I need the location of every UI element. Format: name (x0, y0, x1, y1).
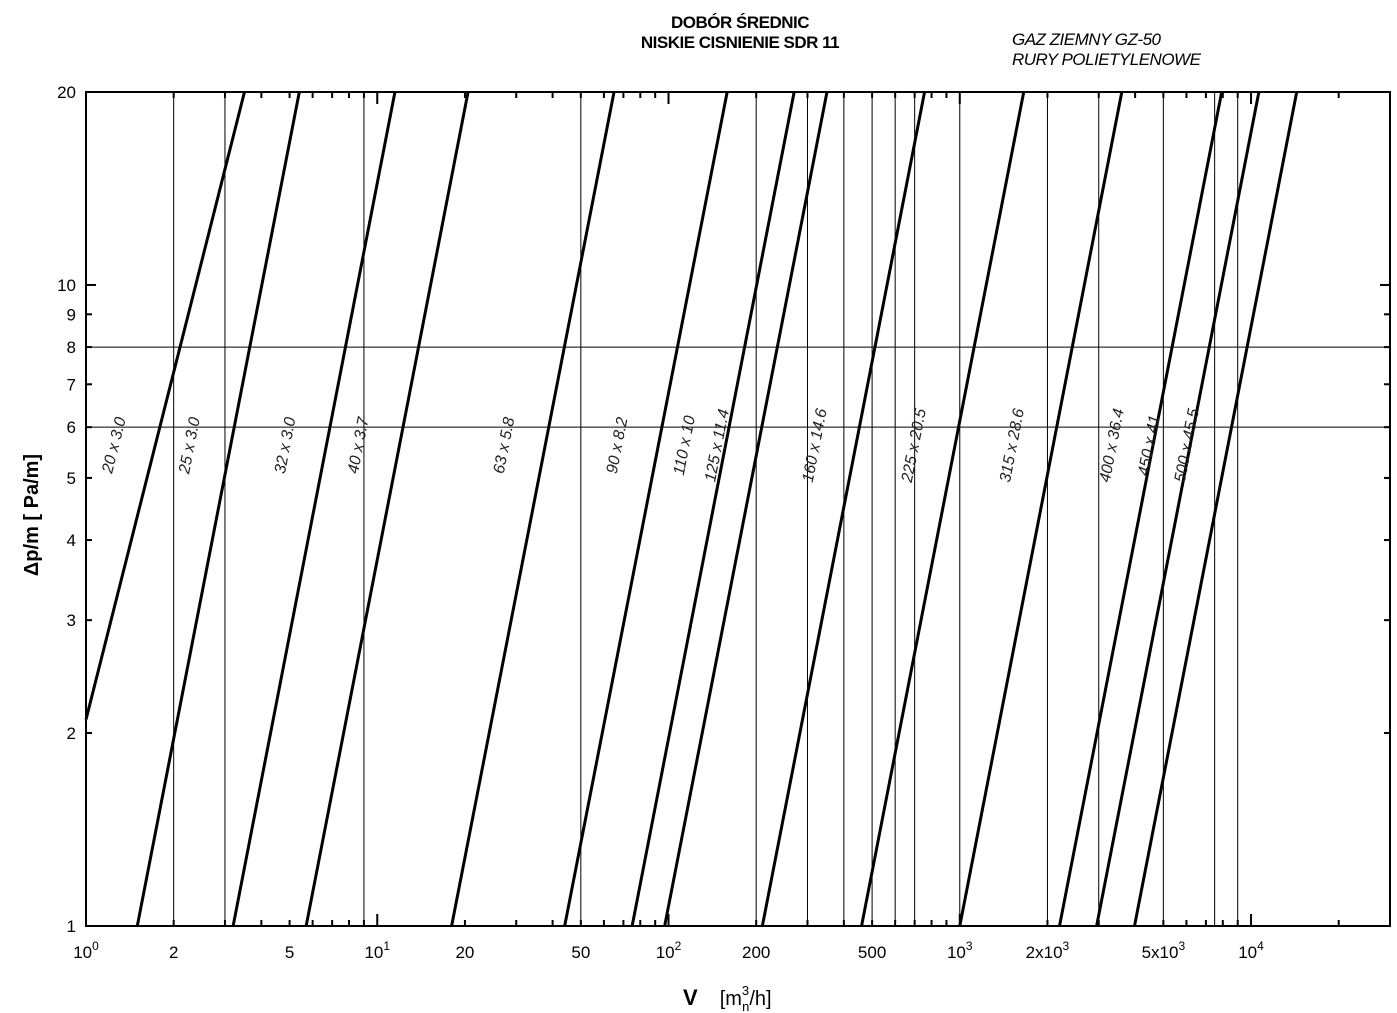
series-label: 25 x 3.0 (176, 416, 204, 476)
series-line (760, 91, 927, 927)
series-label: 63 x 5.8 (491, 416, 519, 475)
series-label: 225 x 20.5 (899, 407, 930, 485)
x-tick-label: 500 (858, 943, 886, 962)
series-label: 315 x 28.6 (997, 407, 1028, 484)
y-tick-label: 7 (67, 375, 76, 394)
chart-title-line-1: DOBÓR ŚREDNIC (670, 13, 810, 32)
y-tick-label: 8 (67, 338, 76, 357)
grid-layer (86, 92, 1390, 926)
series-line (304, 91, 470, 927)
series-line (450, 91, 616, 927)
chart-title-line-2: NISKIE CISNIENIE SDR 11 (640, 33, 840, 52)
chart-subtitle: GAZ ZIEMNY GZ-50 RURY POLIETYLENOWE (1012, 30, 1201, 70)
axes-layer: 1 2 3 4 5 6 7 8 9 10 20 100 2 5 101 20 50 102 200 500 103 2x1… (21, 83, 1391, 1013)
series-label: 125 x 11.4 (702, 408, 733, 484)
series-line (860, 91, 1026, 927)
x-tick-label: 104 (1238, 939, 1264, 962)
series-line (1095, 91, 1261, 927)
series-label: 110 x 10 (671, 414, 699, 476)
x-tick-label: 5 (285, 943, 294, 962)
x-tick-label: 2x103 (1026, 939, 1070, 962)
series-layer (84, 91, 1299, 927)
series-line (663, 91, 829, 927)
series-label: 32 x 3.0 (272, 416, 300, 475)
x-tick-label: 2 (169, 943, 178, 962)
series-line (231, 91, 397, 927)
y-tick-label: 1 (67, 917, 76, 936)
series-line (630, 91, 796, 927)
y-tick-label: 5 (67, 469, 76, 488)
series-label-layer: 20 x 3.0 25 x 3.0 32 x 3.0 40 x 3.7 63 x 5.8… (99, 407, 1203, 485)
plot-frame (85, 91, 1391, 927)
y-axis-label: Δp/m [ Pa/m] (21, 454, 43, 576)
series-line (563, 91, 729, 927)
series-line (84, 91, 246, 720)
series-label: 40 x 3.7 (345, 415, 373, 475)
y-tick-label: 20 (57, 83, 76, 102)
chart-subtitle-line-2: RURY POLIETYLENOWE (1012, 50, 1201, 69)
x-tick-label: 5x103 (1142, 939, 1186, 962)
chart-title: DOBÓR ŚREDNIC NISKIE CISNIENIE SDR 11 (555, 13, 925, 53)
series-label: 500 x 45.5 (1172, 407, 1203, 484)
series-label: 160 x 14.6 (800, 407, 831, 484)
series-line (1058, 91, 1224, 927)
x-tick-label: 50 (571, 943, 590, 962)
series-line (1133, 91, 1299, 927)
y-tick-label: 10 (57, 276, 76, 295)
series-label: 450 x 41 (1135, 414, 1163, 478)
y-tick-label: 4 (67, 531, 76, 550)
y-tick-label: 6 (67, 418, 76, 437)
y-tick-label: 9 (67, 305, 76, 324)
y-tick-label: 3 (67, 611, 76, 630)
y-tick-label: 2 (67, 724, 76, 743)
series-line (958, 91, 1124, 927)
x-tick-label: 102 (656, 939, 682, 962)
series-line (135, 91, 301, 927)
series-label: 20 x 3.0 (99, 416, 130, 476)
chart-subtitle-line-1: GAZ ZIEMNY GZ-50 (1012, 30, 1161, 49)
series-label: 90 x 8.2 (604, 416, 632, 475)
x-tick-label: 103 (947, 939, 973, 962)
x-tick-label: 20 (455, 943, 474, 962)
x-axis-label: V [m3 n/h] (683, 983, 772, 1013)
x-tick-label: 101 (364, 939, 390, 962)
x-tick-label: 200 (742, 943, 770, 962)
x-tick-label: 100 (73, 939, 99, 962)
series-label: 400 x 36.4 (1097, 407, 1128, 484)
